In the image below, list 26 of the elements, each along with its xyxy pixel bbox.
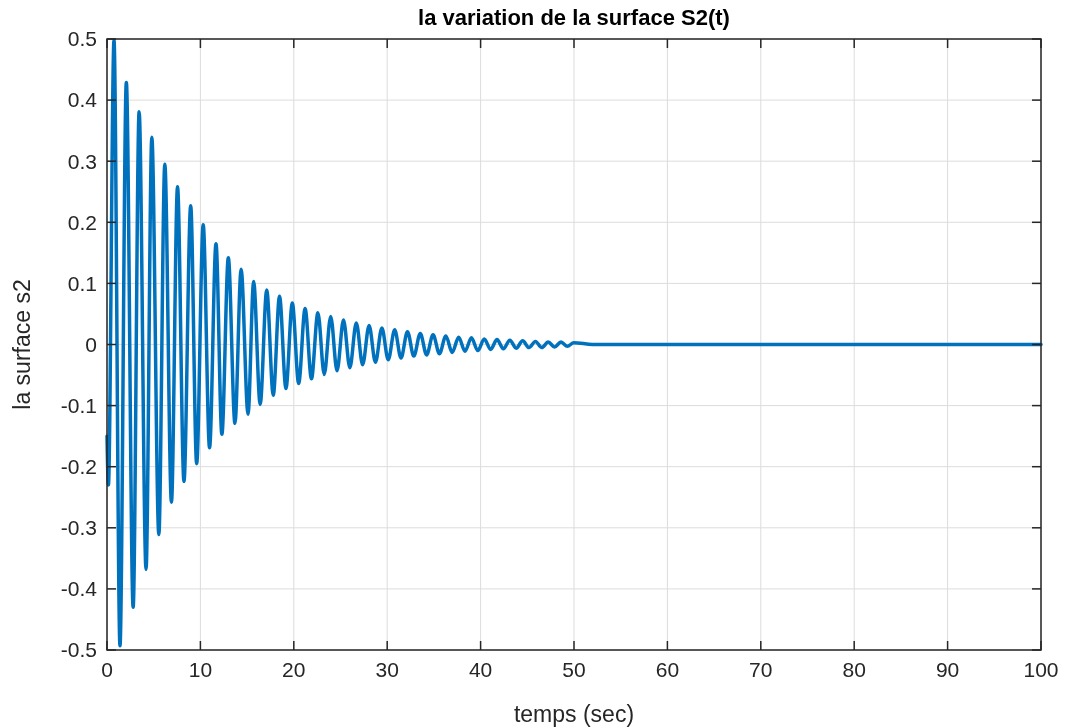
y-tick-label: -0.2 (60, 455, 97, 479)
line-series (105, 38, 1043, 648)
x-tick-label: 60 (655, 658, 680, 681)
x-tick-label: 10 (188, 658, 213, 681)
y-axis-title: la surface s2 (9, 279, 35, 410)
chart-title: la variation de la surface S2(t) (418, 5, 730, 30)
x-axis-title: temps (sec) (513, 701, 635, 727)
x-tick-label: 0 (101, 658, 113, 681)
y-tick-label: -0.1 (60, 393, 97, 417)
x-tick-label: 20 (282, 658, 306, 681)
y-tick-label: -0.5 (60, 638, 97, 662)
y-tick-label: 0 (85, 332, 97, 356)
y-tick-label: 0.2 (67, 210, 97, 234)
x-tick-label: 30 (375, 658, 399, 681)
y-tick-label: -0.3 (60, 516, 97, 540)
x-tick-label: 80 (842, 658, 866, 681)
x-tick-label: 90 (935, 658, 960, 681)
y-tick-label: 0.4 (67, 88, 98, 112)
x-tick-label: 50 (562, 658, 586, 681)
y-tick-label: 0.5 (67, 27, 97, 51)
x-tick-label: 40 (468, 658, 493, 681)
y-tick-label: -0.4 (60, 577, 98, 601)
y-tick-label: 0.3 (67, 149, 97, 173)
x-tick-label: 100 (1023, 658, 1059, 681)
y-tick-label: 0.1 (67, 271, 97, 295)
x-tick-label: 70 (749, 658, 773, 681)
